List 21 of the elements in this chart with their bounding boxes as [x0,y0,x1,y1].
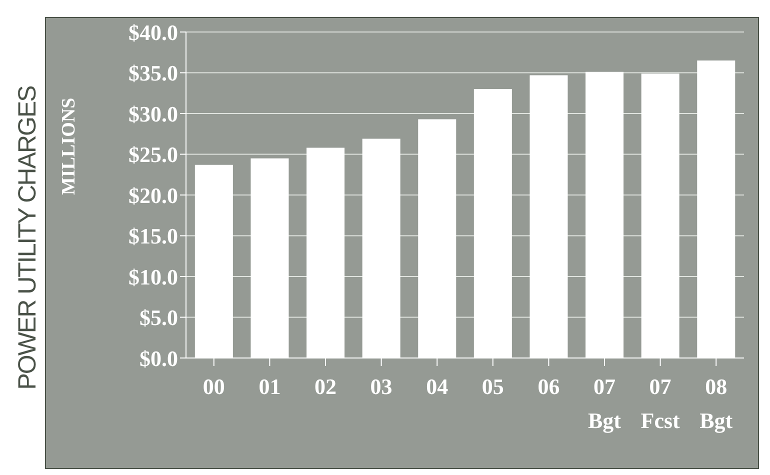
text: POWER UTILITY CHARGES [14,86,42,390]
x-tick-label: 07 Fcst [640,374,681,433]
y-tick-label: $20.0 [128,182,178,208]
x-tick-label: 02 [314,374,336,399]
y-tick-label: $30.0 [128,101,178,126]
y-tick-label: $25.0 [128,142,178,168]
x-tick-label: 08 Bgt [700,374,734,433]
y-tick-label: $0.0 [140,346,178,371]
x-tick-label: 03 [370,374,392,399]
x-tick-label: 05 [482,374,504,399]
x-tick-label: 06 [538,374,560,399]
x-tick-label: 04 [426,374,448,399]
y-tick-label: $15.0 [128,224,178,249]
y-tick-label: $10.0 [128,264,178,290]
x-tick-label: 01 [258,374,281,399]
x-tick-label: 07 Bgt [588,374,622,433]
x-tick-label: 00 [202,374,225,399]
y-axis-title: MILLIONS [58,98,80,195]
y-tick-label: $35.0 [128,60,178,86]
y-tick-label: $5.0 [140,305,178,330]
y-tick-label: $40.0 [128,20,178,45]
